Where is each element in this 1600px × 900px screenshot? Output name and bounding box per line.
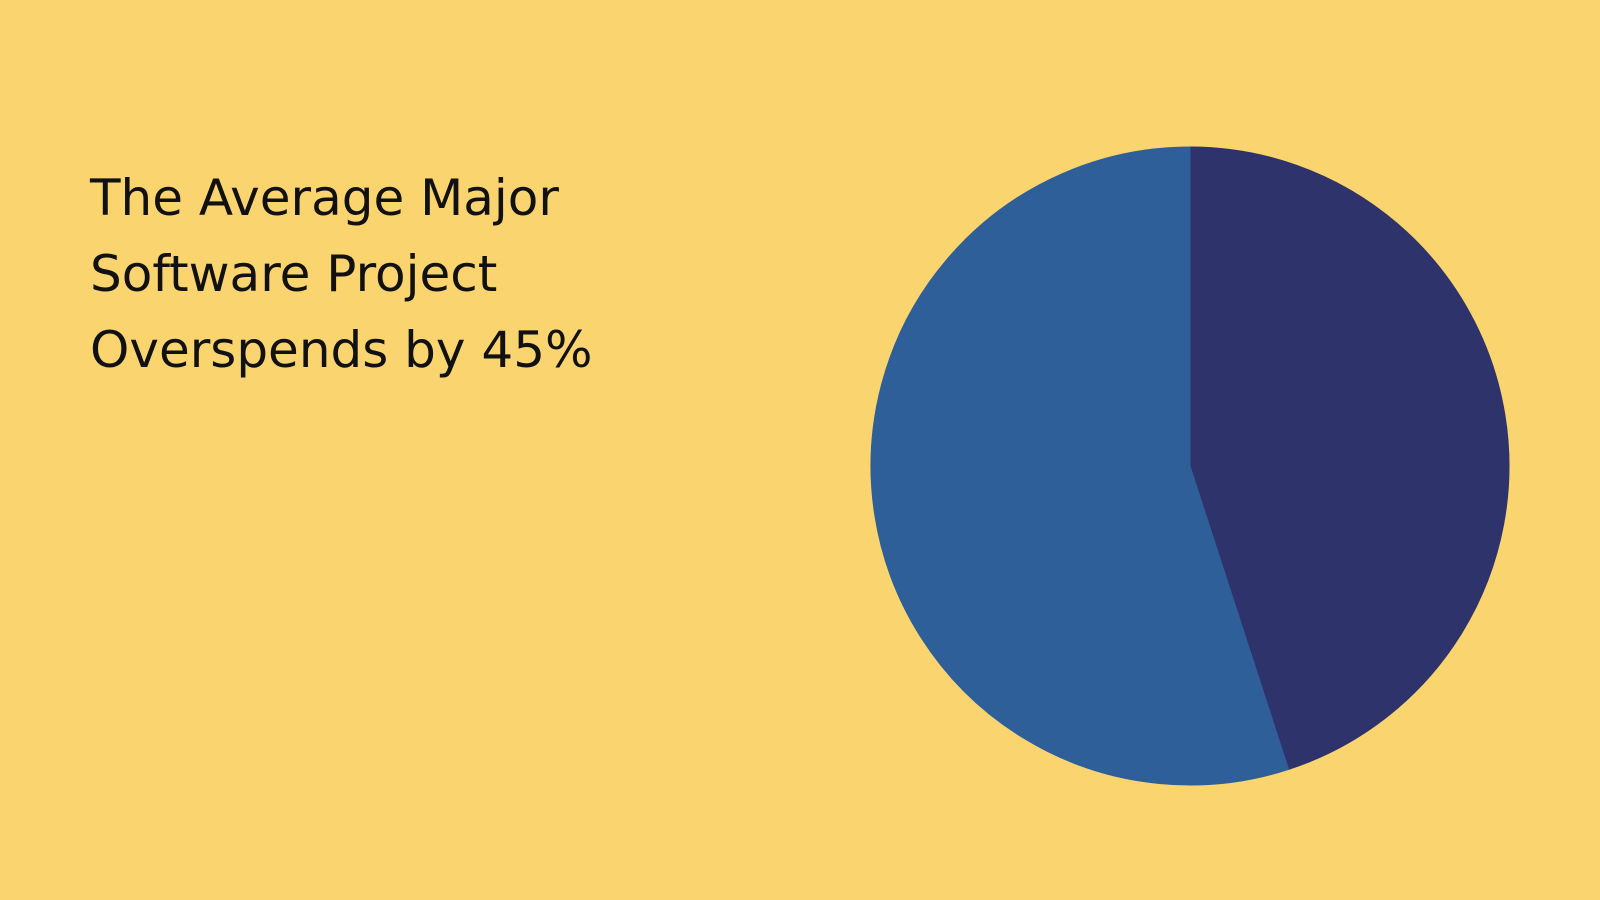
chart-title: The Average Major Software Project Overs… <box>90 160 650 388</box>
chart-title-line-2: Software Project <box>90 245 498 303</box>
pie-slice-1 <box>1189 146 1510 771</box>
pie-slice-2 <box>870 146 1290 786</box>
chart-title-line-3: Overspends by 45% <box>90 321 593 379</box>
chart-title-line-1: The Average Major <box>90 169 559 227</box>
